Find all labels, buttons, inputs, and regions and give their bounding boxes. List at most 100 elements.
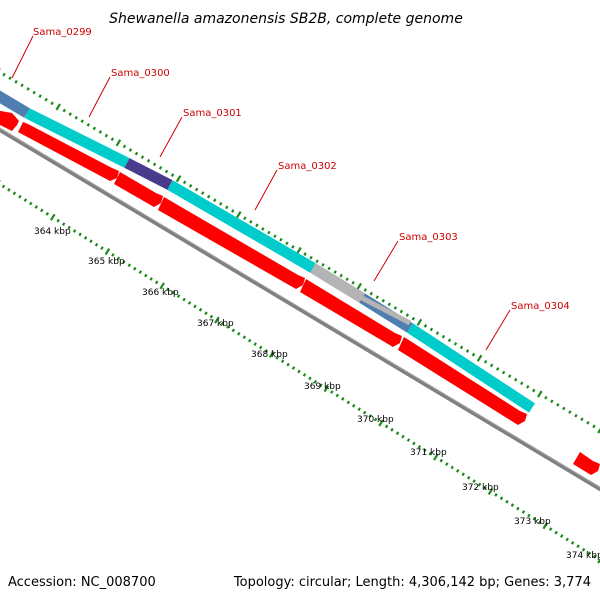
- kbp-label: 374 kbp: [566, 551, 600, 561]
- gene-label-sama-0301: Sama_0301: [183, 108, 242, 119]
- inner-minor-tick: [472, 479, 476, 483]
- inner-minor-tick: [510, 503, 515, 507]
- inner-minor-tick: [198, 307, 203, 312]
- outer-minor-tick: [309, 255, 313, 260]
- inner-minor-tick: [231, 328, 236, 333]
- outer-minor-tick: [423, 324, 428, 328]
- outer-major-tick: [416, 318, 423, 326]
- inner-minor-tick: [351, 403, 356, 408]
- outer-minor-tick: [363, 288, 367, 292]
- outer-minor-tick: [544, 395, 548, 400]
- inner-minor-tick: [187, 301, 192, 305]
- inner-minor-tick: [384, 424, 389, 429]
- inner-minor-tick: [220, 321, 225, 326]
- inner-minor-tick: [7, 188, 11, 192]
- inner-minor-tick: [368, 414, 372, 418]
- inner-major-tick: [104, 248, 111, 256]
- inner-minor-tick: [154, 280, 159, 285]
- gene-label-sama-0300: Sama_0300: [111, 68, 170, 79]
- inner-minor-tick: [362, 410, 367, 415]
- cds-track: [0, 110, 600, 475]
- inner-minor-tick: [406, 438, 411, 442]
- inner-minor-tick: [297, 369, 301, 374]
- outer-minor-tick: [146, 158, 151, 163]
- inner-minor-tick: [100, 246, 104, 250]
- gene-label-sama-0304: Sama_0304: [511, 301, 570, 312]
- outer-minor-tick: [50, 101, 54, 106]
- outer-minor-tick: [327, 266, 331, 271]
- outer-minor-tick: [483, 359, 488, 364]
- inner-minor-tick: [193, 304, 197, 309]
- inner-minor-tick: [302, 373, 307, 377]
- gene-label-lines: [11, 35, 511, 351]
- outer-minor-tick: [261, 227, 265, 231]
- outer-minor-tick: [375, 295, 379, 300]
- outer-minor-tick: [586, 420, 590, 425]
- cds-arrow-sama-0302: [158, 197, 305, 289]
- inner-minor-tick: [335, 393, 340, 398]
- outer-major-tick: [597, 427, 600, 434]
- genome-summary-text: Topology: circular; Length: 4,306,142 bp…: [233, 575, 591, 590]
- outer-minor-tick: [580, 417, 584, 422]
- outer-minor-tick: [206, 194, 211, 199]
- leader-line-sama-0300: [88, 76, 111, 118]
- outer-minor-tick: [381, 298, 385, 303]
- outer-minor-tick: [574, 413, 578, 418]
- inner-minor-tick: [412, 441, 416, 446]
- outer-minor-tick: [453, 342, 458, 346]
- outer-major-tick: [236, 211, 242, 219]
- outer-minor-tick: [20, 83, 24, 88]
- outer-minor-tick: [110, 137, 115, 142]
- cds-arrow-sama-0300: [18, 122, 119, 181]
- inner-minor-tick: [83, 236, 88, 240]
- inner-major-tick: [323, 385, 330, 393]
- inner-minor-tick: [395, 431, 400, 436]
- inner-minor-tick: [149, 277, 153, 281]
- inner-minor-tick: [176, 294, 181, 298]
- gene-label-sama-0302: Sama_0302: [278, 161, 337, 172]
- outer-minor-tick: [255, 223, 259, 228]
- outer-minor-tick: [26, 87, 30, 91]
- cds-arrow-sama-0301: [114, 172, 163, 207]
- inner-minor-tick: [576, 544, 580, 549]
- inner-minor-tick: [275, 355, 279, 360]
- kbp-label: 368 kbp: [251, 350, 288, 360]
- cds-arrow-sama-0299: [0, 110, 19, 131]
- inner-minor-tick: [204, 311, 208, 316]
- cog-segment-sama-0303c: [360, 295, 412, 326]
- inner-minor-tick: [373, 417, 378, 422]
- outer-minor-tick: [291, 245, 295, 249]
- inner-minor-tick: [499, 496, 504, 501]
- cds-arrow-sama-0303: [300, 279, 402, 347]
- inner-minor-tick: [209, 314, 214, 319]
- inner-minor-tick: [111, 253, 115, 257]
- outer-minor-tick: [405, 313, 410, 317]
- inner-minor-tick: [171, 290, 175, 295]
- inner-minor-tick: [127, 263, 132, 268]
- outer-minor-tick: [68, 112, 72, 116]
- inner-minor-tick: [538, 520, 542, 525]
- inner-major-tick: [268, 350, 275, 358]
- inner-major-tick: [487, 487, 494, 495]
- outer-minor-tick: [489, 363, 494, 368]
- outer-minor-tick: [219, 201, 223, 206]
- genome-backbone-highlight: [0, 127, 600, 488]
- outer-minor-tick: [411, 316, 416, 321]
- outer-minor-tick: [562, 406, 566, 411]
- outer-major-tick: [175, 175, 182, 183]
- outer-minor-tick: [32, 90, 36, 95]
- outer-minor-tick: [267, 230, 271, 235]
- outer-minor-tick: [152, 162, 157, 167]
- inner-minor-tick: [264, 349, 268, 353]
- outer-minor-tick: [526, 385, 530, 389]
- outer-minor-tick: [345, 277, 349, 282]
- inner-minor-tick: [330, 390, 334, 394]
- outer-minor-tick: [80, 119, 84, 124]
- inner-minor-tick: [494, 493, 498, 497]
- outer-major-tick: [55, 103, 61, 111]
- outer-minor-tick: [128, 148, 133, 152]
- inner-minor-tick: [532, 517, 537, 521]
- inner-minor-tick: [253, 342, 257, 346]
- outer-minor-tick: [303, 252, 307, 256]
